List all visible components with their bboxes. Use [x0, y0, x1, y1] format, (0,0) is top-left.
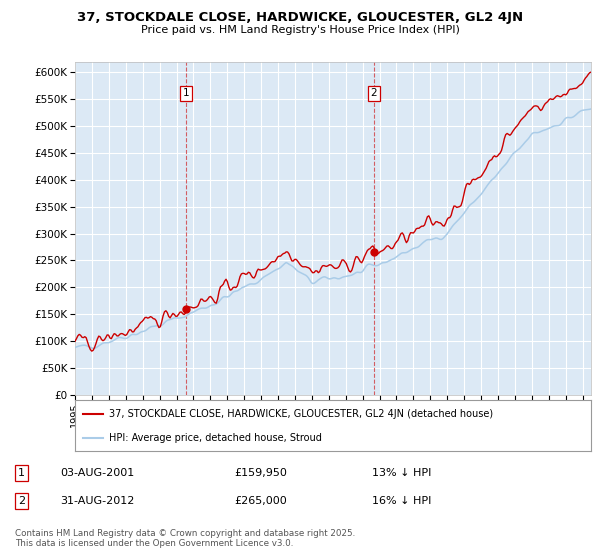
Text: Price paid vs. HM Land Registry's House Price Index (HPI): Price paid vs. HM Land Registry's House …	[140, 25, 460, 35]
Text: 31-AUG-2012: 31-AUG-2012	[60, 496, 134, 506]
Text: Contains HM Land Registry data © Crown copyright and database right 2025.
This d: Contains HM Land Registry data © Crown c…	[15, 529, 355, 548]
Text: £159,950: £159,950	[234, 468, 287, 478]
Text: 2: 2	[370, 88, 377, 98]
Text: 13% ↓ HPI: 13% ↓ HPI	[372, 468, 431, 478]
Text: 1: 1	[183, 88, 190, 98]
Text: 2: 2	[18, 496, 25, 506]
Text: 37, STOCKDALE CLOSE, HARDWICKE, GLOUCESTER, GL2 4JN (detached house): 37, STOCKDALE CLOSE, HARDWICKE, GLOUCEST…	[109, 408, 493, 418]
Text: 37, STOCKDALE CLOSE, HARDWICKE, GLOUCESTER, GL2 4JN: 37, STOCKDALE CLOSE, HARDWICKE, GLOUCEST…	[77, 11, 523, 24]
Text: 1: 1	[18, 468, 25, 478]
Text: HPI: Average price, detached house, Stroud: HPI: Average price, detached house, Stro…	[109, 433, 322, 443]
Text: £265,000: £265,000	[234, 496, 287, 506]
Text: 16% ↓ HPI: 16% ↓ HPI	[372, 496, 431, 506]
Text: 03-AUG-2001: 03-AUG-2001	[60, 468, 134, 478]
